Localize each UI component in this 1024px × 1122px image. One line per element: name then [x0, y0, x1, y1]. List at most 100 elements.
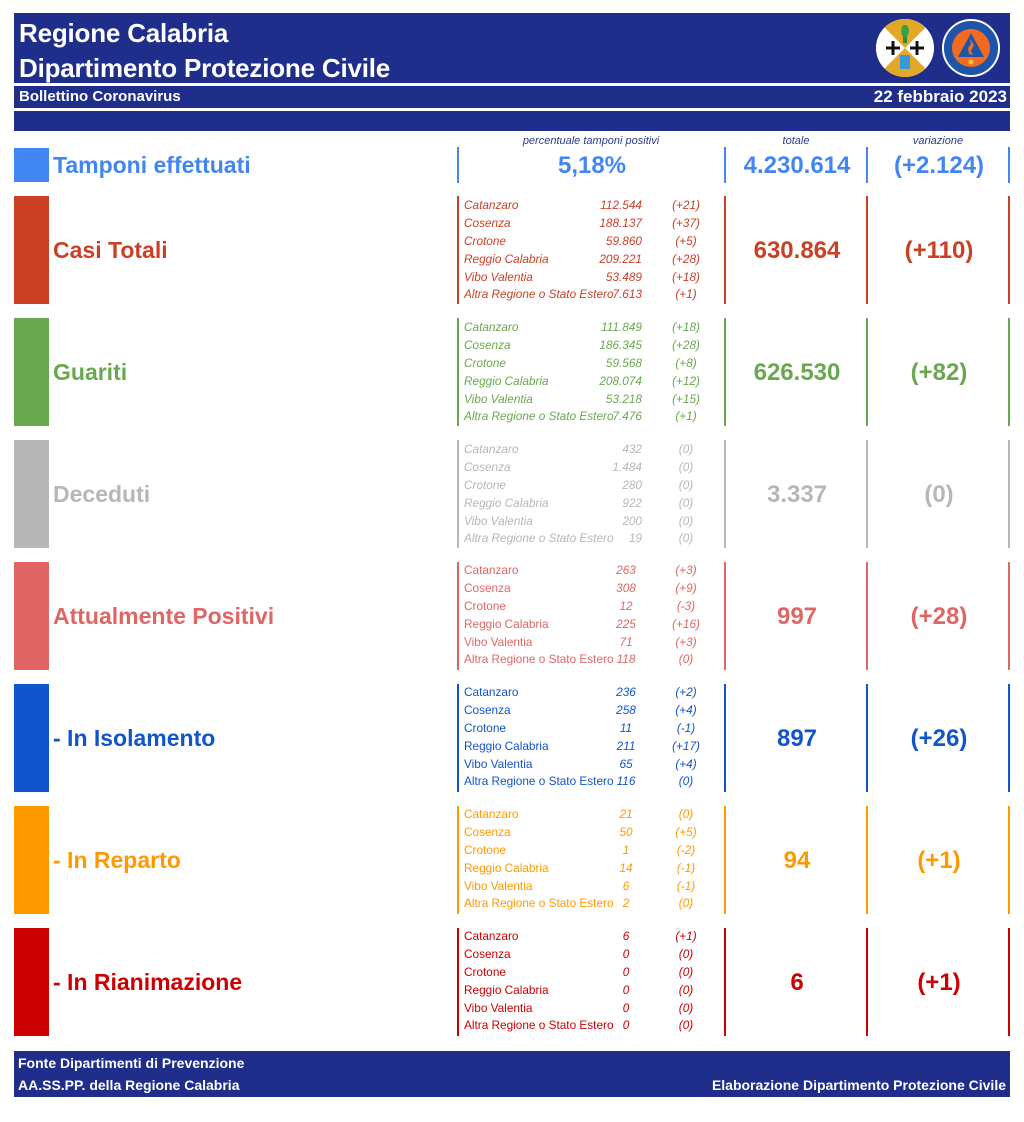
- province-value: 112.544: [600, 198, 642, 212]
- province-value: 0: [622, 1018, 630, 1033]
- province-name: Cosenza: [464, 337, 511, 352]
- divider: [1008, 928, 1010, 1036]
- province-row: Vibo Valentia 6 (-1): [464, 878, 714, 896]
- province-delta: (0): [678, 896, 694, 911]
- province-delta: (+17): [672, 738, 700, 753]
- province-row: Crotone 280 (0): [464, 477, 714, 495]
- province-name: Crotone: [464, 233, 506, 248]
- province-name: Crotone: [464, 720, 506, 735]
- province-name: Vibo Valentia: [464, 269, 533, 284]
- province-name: Crotone: [464, 355, 506, 370]
- province-delta: (+1): [675, 929, 697, 943]
- regione-calabria-logo-icon: [876, 19, 934, 77]
- province-value: 118: [616, 652, 636, 667]
- bulletin-title: Bollettino Coronavirus: [19, 88, 181, 105]
- province-row: Crotone 0 (0): [464, 964, 714, 982]
- province-row: Catanzaro 263 (+3): [464, 562, 714, 580]
- province-name: Crotone: [464, 842, 506, 857]
- province-name: Cosenza: [464, 580, 511, 595]
- province-name: Reggio Calabria: [464, 616, 549, 631]
- province-name: Vibo Valentia: [464, 634, 533, 649]
- province-row: Crotone 12 (-3): [464, 598, 714, 616]
- province-delta: (+3): [675, 563, 697, 577]
- province-delta: (+16): [672, 616, 700, 631]
- province-name: Altra Regione o Stato Estero: [464, 652, 614, 667]
- province-name: Catanzaro: [464, 563, 519, 577]
- province-row: Crotone 1 (-2): [464, 842, 714, 860]
- province-name: Reggio Calabria: [464, 860, 549, 875]
- province-name: Catanzaro: [464, 685, 519, 699]
- province-name: Catanzaro: [464, 929, 519, 943]
- attualmente-positivi-label: Attualmente Positivi: [53, 603, 275, 629]
- footer-bar: Fonte Dipartimenti di Prevenzione AA.SS.…: [14, 1051, 1010, 1097]
- province-row: Cosenza 0 (0): [464, 946, 714, 964]
- divider: [724, 440, 726, 548]
- province-row: Catanzaro 236 (+2): [464, 684, 714, 702]
- province-name: Altra Regione o Stato Estero: [464, 531, 614, 546]
- divider: [866, 147, 868, 183]
- divider: [457, 147, 459, 183]
- province-name: Catanzaro: [464, 442, 519, 456]
- province-value: 186.345: [599, 337, 642, 352]
- deceduti-province-list: Catanzaro 432 (0) Cosenza 1.484 (0) Crotone 2…: [464, 441, 714, 548]
- province-row: Altra Regione o Stato Estero 7.476 (+1): [464, 408, 714, 426]
- divider: [1008, 196, 1010, 304]
- credit-text: Elaborazione Dipartimento Protezione Civ…: [711, 1077, 1006, 1093]
- province-name: Vibo Valentia: [464, 756, 533, 771]
- divider: [866, 684, 868, 792]
- province-name: Crotone: [464, 477, 506, 492]
- province-row: Vibo Valentia 71 (+3): [464, 634, 714, 652]
- province-delta: (0): [678, 531, 694, 546]
- province-row: Cosenza 308 (+9): [464, 580, 714, 598]
- province-name: Cosenza: [464, 824, 511, 839]
- province-delta: (+9): [675, 580, 697, 595]
- province-delta: (+28): [672, 251, 700, 266]
- province-value: 188.137: [599, 215, 642, 230]
- in-rianimazione-province-list: Catanzaro 6 (+1) Cosenza 0 (0) Crotone 0 (0) R…: [464, 928, 714, 1035]
- divider: [1008, 147, 1010, 183]
- province-row: Crotone 59.860 (+5): [464, 233, 714, 251]
- province-delta: (+4): [675, 702, 697, 717]
- source-line-1: Fonte Dipartimenti di Prevenzione: [18, 1055, 245, 1071]
- province-delta: (0): [678, 459, 694, 474]
- protezione-civile-logo-icon: [942, 19, 1000, 77]
- province-value: 2: [622, 896, 630, 911]
- in-reparto-province-list: Catanzaro 21 (0) Cosenza 50 (+5) Crotone 1 (-2…: [464, 806, 714, 913]
- divider: [724, 196, 726, 304]
- province-delta: (0): [678, 946, 694, 961]
- province-name: Altra Regione o Stato Estero: [464, 774, 614, 789]
- province-delta: (0): [678, 1000, 694, 1015]
- casi-totali-label: Casi Totali: [53, 237, 168, 263]
- divider: [1008, 318, 1010, 426]
- attualmente-positivi-color-swatch: [14, 562, 49, 670]
- province-row: Altra Regione o Stato Estero 2 (0): [464, 895, 714, 913]
- divider: [724, 562, 726, 670]
- province-value: 19: [628, 531, 642, 546]
- province-value: 111.849: [601, 320, 642, 334]
- divider: [866, 562, 868, 670]
- province-row: Catanzaro 21 (0): [464, 806, 714, 824]
- province-value: 0: [622, 964, 630, 979]
- in-reparto-color-swatch: [14, 806, 49, 914]
- province-name: Reggio Calabria: [464, 495, 549, 510]
- province-delta: (+28): [672, 337, 700, 352]
- total-column-heading: totale: [782, 135, 810, 147]
- province-row: Altra Regione o Stato Estero 0 (0): [464, 1017, 714, 1035]
- province-value: 236: [616, 685, 636, 699]
- province-row: Cosenza 188.137 (+37): [464, 215, 714, 233]
- guariti-variation: (+82): [910, 359, 968, 386]
- province-row: Catanzaro 432 (0): [464, 441, 714, 459]
- province-value: 0: [622, 982, 630, 997]
- province-row: Catanzaro 111.849 (+18): [464, 319, 714, 337]
- tamponi-color-swatch: [14, 148, 49, 182]
- province-name: Reggio Calabria: [464, 738, 549, 753]
- province-value: 0: [622, 1000, 630, 1015]
- bulletin-date: 22 febbraio 2023: [873, 87, 1007, 106]
- casi-totali-variation: (+110): [904, 237, 974, 264]
- province-delta: (0): [678, 1018, 694, 1033]
- in-rianimazione-variation: (+1): [917, 969, 961, 996]
- province-name: Cosenza: [464, 215, 511, 230]
- province-delta: (+5): [675, 233, 697, 248]
- in-reparto-label: - In Reparto: [53, 847, 181, 873]
- province-delta: (+15): [672, 391, 700, 406]
